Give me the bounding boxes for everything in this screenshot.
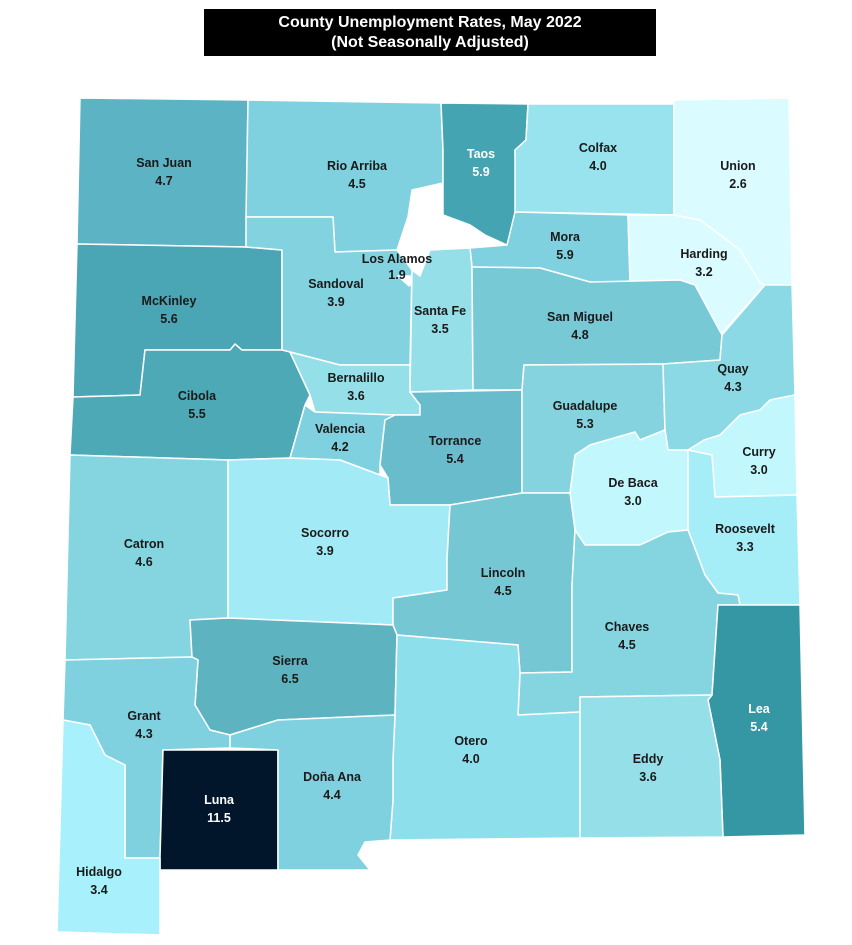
label-name-sierra: Sierra [272, 654, 308, 668]
label-rate-roosevelt: 3.3 [736, 540, 753, 554]
label-name-mora: Mora [550, 230, 581, 244]
label-rate-hidalgo: 3.4 [90, 883, 107, 897]
county-eddy [579, 694, 724, 839]
label-name-dona-ana: Doña Ana [303, 770, 362, 784]
label-rate-harding: 3.2 [695, 265, 712, 279]
label-name-luna: Luna [204, 793, 235, 807]
label-name-sandoval: Sandoval [308, 277, 364, 291]
label-rate-chaves: 4.5 [618, 638, 635, 652]
label-name-otero: Otero [454, 734, 488, 748]
label-name-union: Union [720, 159, 755, 173]
label-name-santa-fe: Santa Fe [414, 304, 466, 318]
label-name-lea: Lea [748, 702, 771, 716]
label-rate-quay: 4.3 [724, 380, 741, 394]
label-rate-curry: 3.0 [750, 463, 767, 477]
label-rate-cibola: 5.5 [188, 407, 205, 421]
label-rate-mora: 5.9 [556, 248, 573, 262]
label-rate-luna: 11.5 [207, 811, 231, 825]
label-name-bernalillo: Bernalillo [328, 371, 385, 385]
label-name-de-baca: De Baca [608, 476, 658, 490]
label-name-taos: Taos [467, 147, 495, 161]
label-rate-grant: 4.3 [135, 727, 152, 741]
label-name-hidalgo: Hidalgo [76, 865, 122, 879]
county-hidalgo [56, 719, 161, 936]
label-rate-bernalillo: 3.6 [347, 389, 364, 403]
label-name-lincoln: Lincoln [481, 566, 525, 580]
label-rate-santa-fe: 3.5 [431, 322, 448, 336]
label-name-catron: Catron [124, 537, 164, 551]
label-rate-union: 2.6 [729, 177, 746, 191]
county-san-juan [76, 97, 249, 248]
county-dona-ana [229, 714, 396, 871]
label-name-torrance: Torrance [429, 434, 482, 448]
label-rate-mckinley: 5.6 [160, 312, 177, 326]
label-rate-de-baca: 3.0 [624, 494, 641, 508]
label-name-grant: Grant [127, 709, 161, 723]
label-rate-torrance: 5.4 [446, 452, 463, 466]
label-name-chaves: Chaves [605, 620, 650, 634]
label-rate-catron: 4.6 [135, 555, 152, 569]
label-rate-taos: 5.9 [472, 165, 489, 179]
map-title-line1: County Unemployment Rates, May 2022 [278, 14, 582, 31]
county-santa-fe [409, 247, 474, 393]
label-rate-guadalupe: 5.3 [576, 417, 593, 431]
label-name-san-miguel: San Miguel [547, 310, 613, 324]
label-rate-san-miguel: 4.8 [571, 328, 588, 342]
label-name-guadalupe: Guadalupe [553, 399, 618, 413]
label-rate-rio-arriba: 4.5 [348, 177, 365, 191]
label-name-harding: Harding [680, 247, 727, 261]
label-name-los-alamos: Los Alamos [362, 252, 432, 266]
label-name-valencia: Valencia [315, 422, 366, 436]
label-rate-los-alamos: 1.9 [388, 268, 405, 282]
label-name-roosevelt: Roosevelt [715, 522, 776, 536]
label-rate-otero: 4.0 [462, 752, 479, 766]
label-rate-lincoln: 4.5 [494, 584, 511, 598]
label-name-eddy: Eddy [633, 752, 664, 766]
label-name-cibola: Cibola [178, 389, 217, 403]
map-title-line2: (Not Seasonally Adjusted) [331, 34, 529, 51]
label-rate-sandoval: 3.9 [327, 295, 344, 309]
label-name-curry: Curry [742, 445, 775, 459]
label-rate-san-juan: 4.7 [155, 174, 172, 188]
label-rate-sierra: 6.5 [281, 672, 298, 686]
label-name-mckinley: McKinley [142, 294, 197, 308]
label-name-socorro: Socorro [301, 526, 349, 540]
label-rate-lea: 5.4 [750, 720, 767, 734]
label-rate-valencia: 4.2 [331, 440, 348, 454]
label-name-quay: Quay [717, 362, 748, 376]
county-luna [159, 749, 279, 871]
label-rate-colfax: 4.0 [589, 159, 606, 173]
map-title: County Unemployment Rates, May 2022 (Not… [204, 9, 656, 56]
label-name-san-juan: San Juan [136, 156, 192, 170]
label-name-rio-arriba: Rio Arriba [327, 159, 388, 173]
label-rate-socorro: 3.9 [316, 544, 333, 558]
label-rate-eddy: 3.6 [639, 770, 656, 784]
label-name-colfax: Colfax [579, 141, 617, 155]
label-rate-dona-ana: 4.4 [323, 788, 340, 802]
